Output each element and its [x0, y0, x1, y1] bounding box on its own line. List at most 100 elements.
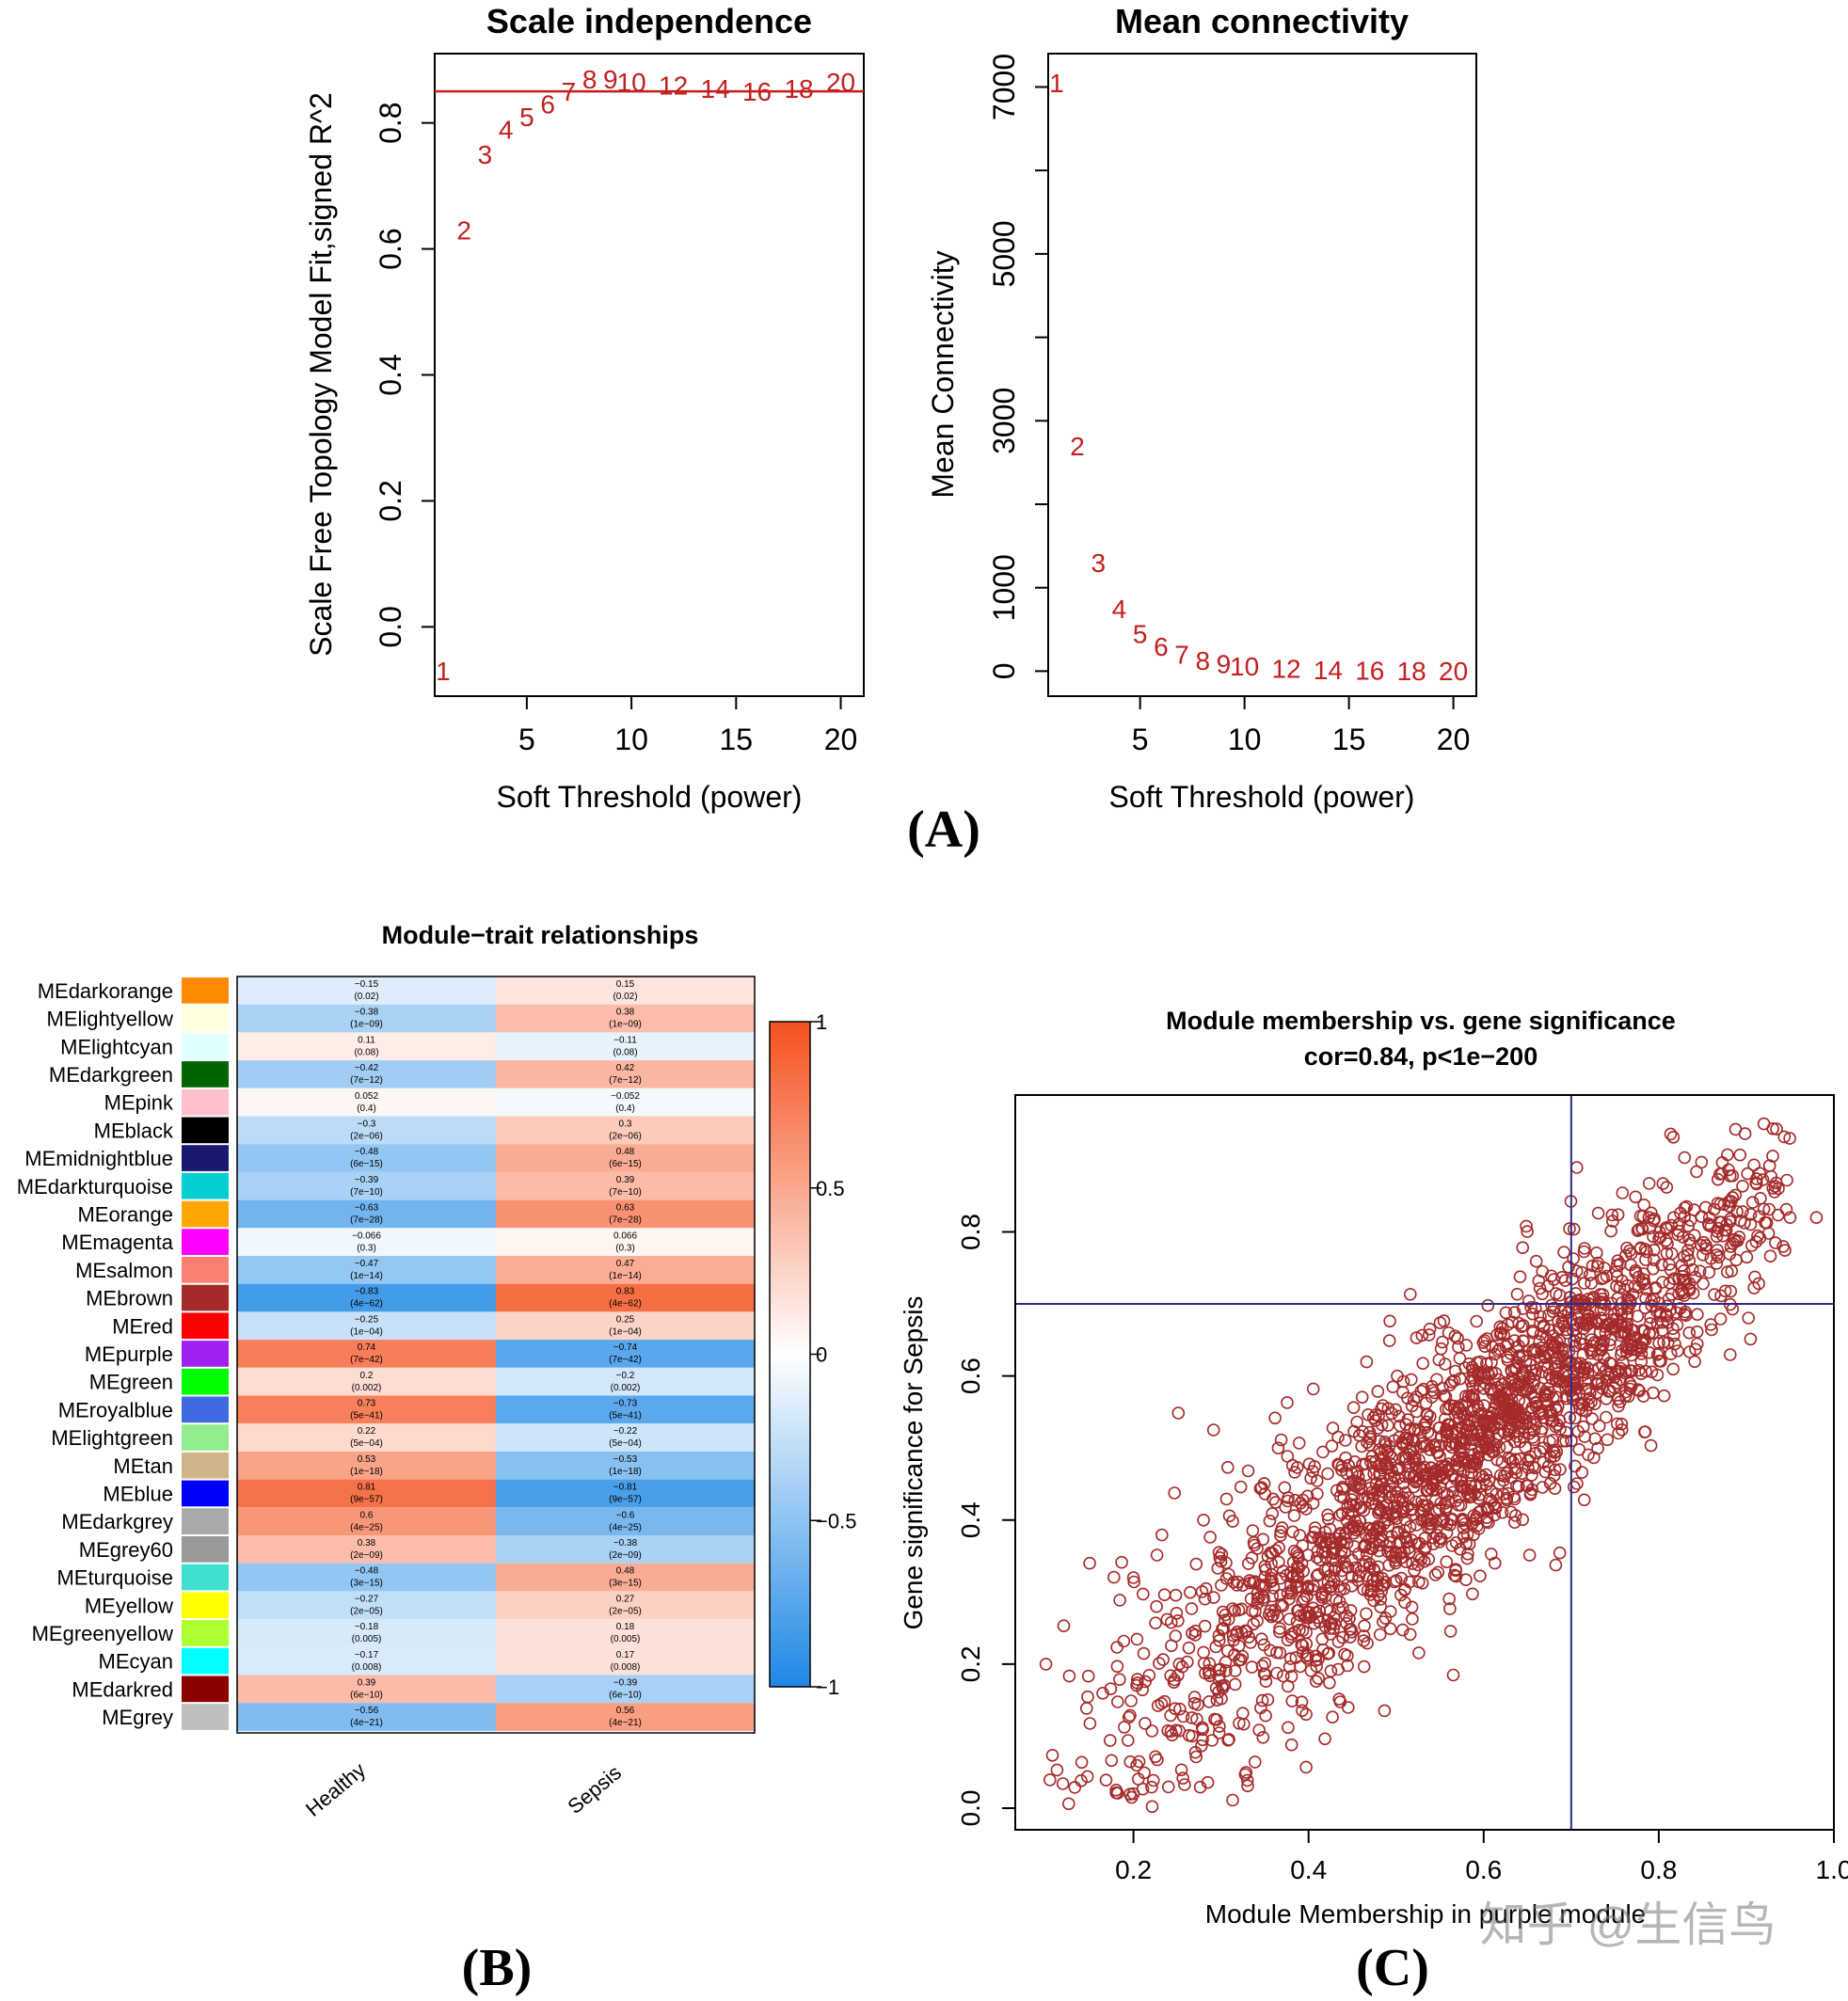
data-point	[1399, 1513, 1412, 1527]
data-point	[1723, 1169, 1737, 1183]
data-point	[1573, 1357, 1587, 1370]
data-point	[1754, 1192, 1767, 1205]
data-point	[1401, 1391, 1414, 1405]
data-point	[1478, 1376, 1492, 1390]
data-point: 4	[1112, 595, 1127, 624]
y-tick-label: 0.8	[956, 1214, 985, 1250]
data-point	[1221, 1734, 1235, 1747]
data-point	[1568, 1378, 1582, 1391]
y-tick-label: 0.4	[956, 1501, 985, 1538]
data-point	[1524, 1404, 1537, 1418]
data-point	[1187, 1691, 1202, 1704]
data-point	[1462, 1357, 1476, 1371]
data-point	[1199, 1581, 1213, 1596]
heatmap-cell	[496, 1367, 755, 1396]
data-point	[1583, 1268, 1597, 1281]
data-point	[1371, 1385, 1385, 1398]
cell-r-value: −0.25	[355, 1314, 379, 1325]
colorbar-tick-label: −1	[816, 1675, 839, 1699]
data-point	[1639, 1364, 1652, 1378]
data-point	[1187, 1696, 1202, 1710]
data-point	[1691, 1337, 1704, 1351]
data-point	[1474, 1504, 1488, 1517]
data-point	[1421, 1425, 1435, 1439]
data-point	[1481, 1298, 1495, 1312]
cell-r-value: 0.6	[360, 1510, 374, 1520]
data-point	[1528, 1391, 1541, 1405]
cell-r-value: 0.22	[358, 1426, 376, 1437]
row-label: MEbrown	[86, 1287, 173, 1310]
data-point	[1763, 1249, 1777, 1263]
data-point	[1569, 1329, 1583, 1342]
data-point	[1165, 1615, 1178, 1629]
data-point	[1275, 1521, 1289, 1534]
data-point	[1394, 1547, 1408, 1560]
data-point	[1401, 1433, 1414, 1446]
data-point	[1511, 1403, 1525, 1416]
data-point	[1244, 1636, 1257, 1649]
data-point	[1231, 1625, 1244, 1639]
data-point: 5	[519, 103, 534, 132]
heatmap-cell	[237, 1004, 496, 1033]
data-point: 20	[826, 68, 855, 97]
data-point	[1710, 1248, 1724, 1262]
data-point	[1688, 1270, 1702, 1284]
data-point	[1444, 1513, 1458, 1527]
data-point	[1374, 1593, 1388, 1606]
data-point	[1664, 1263, 1678, 1277]
data-point	[1582, 1448, 1595, 1462]
cell-r-value: 0.48	[616, 1147, 635, 1157]
y-axis-label: Mean Connectivity	[926, 250, 960, 498]
row-label: MEgrey60	[79, 1538, 173, 1562]
heatmap-cell	[237, 1367, 496, 1396]
data-point	[1738, 1216, 1751, 1230]
data-point	[1577, 1493, 1591, 1507]
plot-frame	[1047, 53, 1477, 697]
data-point	[1576, 1398, 1590, 1412]
data-point	[1485, 1485, 1498, 1499]
data-point	[1382, 1439, 1396, 1453]
data-point	[1272, 1541, 1285, 1554]
data-point: 12	[659, 71, 688, 100]
data-point	[1312, 1672, 1325, 1685]
data-point	[1169, 1702, 1182, 1715]
data-point	[1513, 1452, 1527, 1466]
data-point	[1416, 1357, 1429, 1370]
cell-p-value: (6e−15)	[609, 1159, 642, 1169]
x-tick-label: 15	[720, 723, 754, 756]
data-point	[1682, 1282, 1696, 1295]
data-point	[1383, 1448, 1396, 1461]
chart-title: Scale independence	[486, 2, 812, 40]
data-point	[1652, 1231, 1665, 1246]
row-label: MEblack	[94, 1119, 174, 1142]
data-point	[1189, 1557, 1203, 1571]
data-point	[1625, 1364, 1639, 1378]
heatmap-cell	[237, 1423, 496, 1452]
data-point	[1809, 1211, 1824, 1224]
data-point	[1442, 1592, 1456, 1606]
module-swatch	[182, 977, 229, 1004]
data-point	[1126, 1571, 1140, 1584]
y-tick-label: 0.6	[374, 228, 407, 269]
data-point	[1340, 1560, 1353, 1574]
data-point	[1395, 1623, 1410, 1637]
data-point	[1536, 1481, 1550, 1494]
data-point	[1603, 1338, 1617, 1352]
data-point	[1295, 1695, 1309, 1708]
heatmap-cell	[237, 977, 496, 1005]
data-point	[1175, 1660, 1189, 1674]
data-point	[1533, 1281, 1547, 1295]
data-point	[1185, 1602, 1199, 1615]
data-point	[1213, 1634, 1226, 1647]
data-point	[1652, 1337, 1665, 1350]
chart-title: Module membership vs. gene significance	[1166, 1007, 1676, 1035]
data-point	[1657, 1335, 1670, 1349]
colorbar-tick-label: 0	[816, 1343, 827, 1367]
data-point	[1629, 1190, 1642, 1204]
data-point	[1415, 1328, 1429, 1342]
data-point	[1299, 1626, 1313, 1640]
data-point	[1610, 1279, 1623, 1293]
data-point	[1349, 1561, 1362, 1575]
data-point	[1605, 1208, 1619, 1222]
